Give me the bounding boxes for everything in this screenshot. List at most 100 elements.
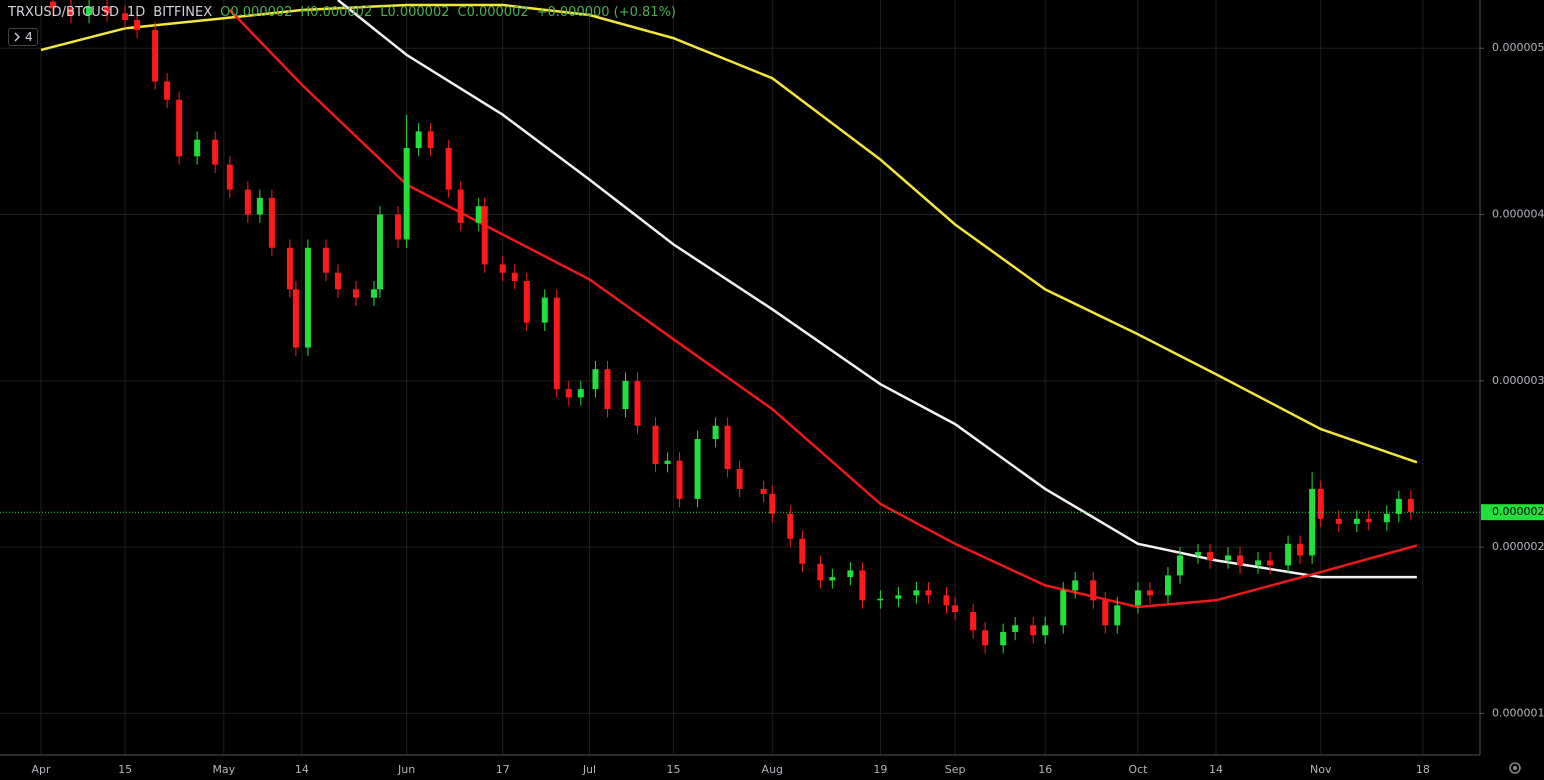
y-tick-label: 0.000005 — [1492, 41, 1544, 54]
candle-body — [943, 595, 950, 606]
candle-body — [712, 425, 719, 440]
candle-body — [304, 247, 311, 348]
candle-body — [1267, 560, 1274, 566]
gear-center — [1513, 766, 1517, 770]
candle-body — [817, 563, 824, 581]
ohlc-open: O0.000002 — [220, 5, 293, 20]
x-tick-label: Aug — [762, 763, 783, 776]
time-axis-bg — [0, 755, 1480, 780]
candle-body — [760, 488, 767, 494]
interval: 1D — [127, 5, 146, 20]
candle-body — [1309, 488, 1316, 556]
axes: 0.000001 0.000002 0.000003 0.000004 0.000005… — [31, 41, 1544, 776]
candle-body — [577, 389, 584, 398]
candle-body — [427, 131, 434, 149]
candle-body — [1134, 590, 1141, 606]
candle-body — [553, 297, 560, 390]
candle-body — [403, 148, 410, 240]
candle-body — [1237, 555, 1244, 566]
price-axis-bg — [1480, 0, 1544, 780]
candle-body — [676, 460, 683, 499]
y-tick-label: 0.000004 — [1492, 208, 1544, 221]
x-tick-label: Apr — [31, 763, 51, 776]
candle-body — [1194, 552, 1201, 556]
x-tick-label: May — [212, 763, 235, 776]
moving-average-line — [337, 0, 1417, 579]
candle-body — [152, 29, 159, 82]
candle-body — [415, 131, 422, 149]
candle-body — [952, 605, 959, 612]
indicators-toggle[interactable]: 4 — [8, 28, 38, 46]
candle-body — [1072, 580, 1079, 591]
x-tick-label: 14 — [295, 763, 309, 776]
ohlc-close: C0.000002 — [457, 5, 529, 20]
candle-body — [565, 389, 572, 398]
candle-body — [1335, 518, 1342, 524]
legend-header: TRXUSD/BTCUSD 1D BITFINEX O0.000002 H0.0… — [8, 5, 676, 20]
candle-body — [694, 439, 701, 499]
y-tick-label: 0.000003 — [1492, 374, 1544, 387]
candle-body — [787, 513, 794, 539]
candle-body — [86, 6, 93, 15]
candle-body — [292, 289, 299, 348]
x-tick-label: 18 — [1416, 763, 1430, 776]
candle-body — [1012, 625, 1019, 632]
candle-body — [286, 247, 293, 290]
candle-body — [664, 460, 671, 464]
candle-body — [1176, 555, 1183, 576]
candle-body — [1090, 580, 1097, 601]
candle-body — [982, 630, 989, 646]
candle-body — [634, 380, 641, 426]
y-tick-label: 0.000002 — [1492, 540, 1544, 553]
candle-body — [877, 598, 884, 601]
candle-body — [541, 297, 548, 323]
candle-body — [164, 81, 171, 100]
candle-body — [1255, 560, 1262, 566]
candle-body — [256, 197, 263, 215]
candle-body — [1060, 590, 1067, 626]
candle-body — [122, 13, 129, 20]
x-tick-label: 17 — [496, 763, 510, 776]
candle-body — [1102, 600, 1109, 626]
candle-body — [334, 272, 341, 290]
candle-body — [394, 214, 401, 240]
y-tick-label: 0.000001 — [1492, 706, 1544, 719]
candle-body — [268, 197, 275, 248]
symbol[interactable]: TRXUSD/BTCUSD — [8, 5, 119, 20]
candle-body — [925, 590, 932, 596]
gear — [1509, 762, 1521, 774]
chevron — [14, 32, 21, 42]
candle-body — [829, 577, 836, 581]
candle-body — [244, 189, 251, 215]
candle-body — [913, 590, 920, 596]
candle-body — [1365, 518, 1372, 523]
candle-body — [481, 206, 488, 265]
x-tick-label: Jul — [582, 763, 596, 776]
moving-average-line — [228, 9, 1418, 609]
candle-body — [1030, 625, 1037, 636]
candle-body — [970, 611, 977, 631]
candle-body — [352, 289, 359, 298]
candle-body — [104, 6, 111, 14]
candle-body — [1164, 575, 1171, 596]
candle-body — [724, 425, 731, 469]
ohlc-high: H0.000002 — [300, 5, 373, 20]
candle-body — [1395, 498, 1402, 514]
candle-body — [499, 264, 506, 273]
candle-body — [212, 139, 219, 165]
x-tick-label: 19 — [873, 763, 887, 776]
exchange: BITFINEX — [153, 5, 213, 20]
x-tick-label: 15 — [667, 763, 681, 776]
x-tick-label: 16 — [1038, 763, 1052, 776]
candle-body — [1000, 631, 1007, 646]
ohlc-change: +0.000000 (+0.81%) — [536, 5, 676, 20]
settings-icon[interactable] — [1509, 762, 1521, 774]
x-tick-label: Jun — [397, 763, 415, 776]
candle-body — [1353, 518, 1360, 524]
candle-body — [652, 425, 659, 464]
candle-body — [370, 289, 377, 298]
candle-body — [736, 468, 743, 489]
indicator-count: 4 — [25, 30, 33, 44]
last-price-label: 0.000002 — [1492, 505, 1544, 518]
